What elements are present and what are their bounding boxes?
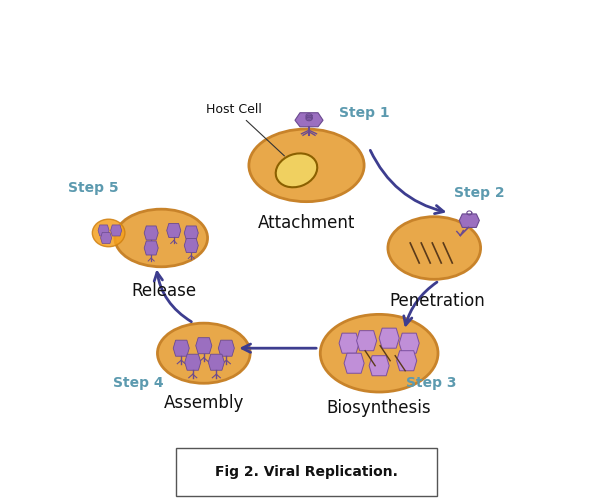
- Ellipse shape: [276, 153, 318, 187]
- Polygon shape: [295, 113, 323, 127]
- Text: Release: Release: [131, 282, 196, 300]
- Polygon shape: [357, 331, 376, 351]
- FancyBboxPatch shape: [177, 448, 436, 496]
- Polygon shape: [144, 226, 158, 240]
- Polygon shape: [173, 340, 189, 356]
- Text: Attachment: Attachment: [258, 214, 355, 232]
- Polygon shape: [144, 241, 158, 255]
- Text: Step 1: Step 1: [339, 106, 389, 120]
- Polygon shape: [101, 232, 112, 243]
- Ellipse shape: [249, 129, 364, 201]
- Polygon shape: [379, 328, 399, 348]
- Polygon shape: [167, 223, 181, 237]
- Polygon shape: [369, 356, 389, 376]
- Polygon shape: [185, 238, 198, 253]
- Text: Host Cell: Host Cell: [207, 103, 284, 156]
- Text: Step 4: Step 4: [113, 376, 164, 390]
- Polygon shape: [459, 214, 479, 227]
- Text: Penetration: Penetration: [389, 292, 485, 310]
- Text: Fig 2. Viral Replication.: Fig 2. Viral Replication.: [215, 465, 398, 479]
- Polygon shape: [185, 226, 198, 240]
- Text: Assembly: Assembly: [164, 394, 244, 412]
- Text: Biosynthesis: Biosynthesis: [327, 399, 432, 417]
- Ellipse shape: [93, 219, 125, 247]
- Ellipse shape: [115, 209, 208, 267]
- Text: Step 3: Step 3: [406, 376, 457, 390]
- Polygon shape: [185, 354, 201, 370]
- Ellipse shape: [388, 217, 481, 280]
- Polygon shape: [110, 225, 121, 236]
- Polygon shape: [218, 340, 234, 356]
- Polygon shape: [196, 338, 212, 354]
- Ellipse shape: [158, 323, 250, 383]
- Polygon shape: [339, 333, 359, 353]
- Polygon shape: [208, 354, 224, 370]
- Polygon shape: [399, 333, 419, 353]
- Ellipse shape: [320, 315, 438, 392]
- Polygon shape: [98, 225, 109, 236]
- Polygon shape: [344, 353, 364, 373]
- Text: Step 2: Step 2: [454, 186, 504, 200]
- Polygon shape: [397, 351, 417, 371]
- Text: Step 5: Step 5: [68, 181, 119, 195]
